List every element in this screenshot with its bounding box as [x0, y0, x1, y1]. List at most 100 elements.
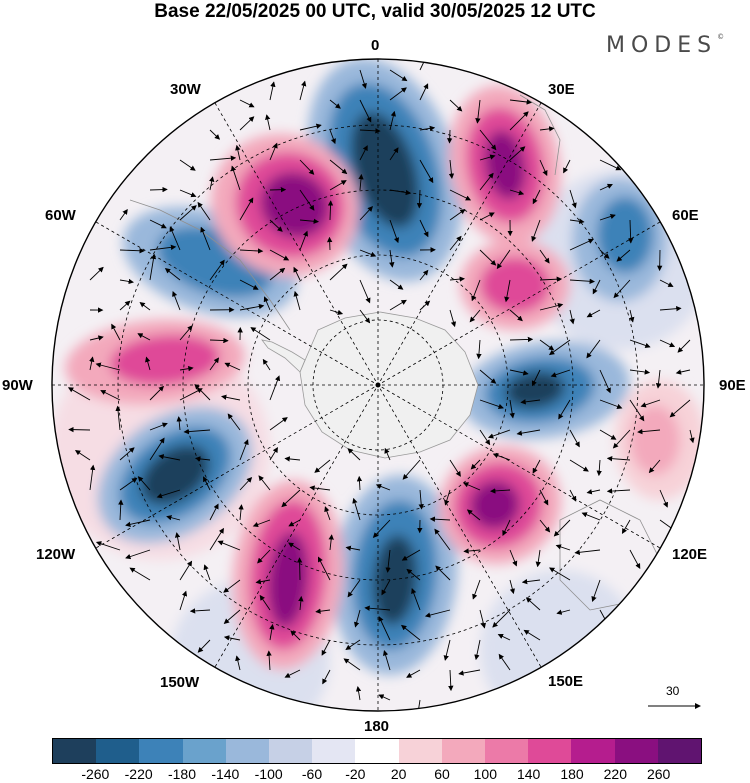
wind-vector: [68, 426, 91, 433]
wind-vector: [523, 629, 541, 641]
lon-label-90w: 90W: [2, 377, 33, 394]
wind-vector: [329, 129, 336, 145]
wind-vector: [531, 219, 541, 242]
wind-vector: [599, 249, 610, 259]
wind-vector: [172, 290, 181, 311]
wind-vector: [637, 428, 661, 435]
wind-vector: [119, 300, 131, 311]
wind-vector: [100, 390, 121, 401]
wind-vector: [89, 335, 104, 341]
wind-vector: [89, 266, 104, 281]
colorbar-tick-label: -60: [301, 766, 323, 782]
wind-vector: [490, 488, 511, 494]
wind-vector: [179, 159, 196, 171]
lon-label-90e: 90E: [719, 377, 746, 394]
colorbar-tick-label: -140: [211, 766, 240, 782]
wind-vector: [419, 125, 436, 132]
wind-vector: [179, 325, 193, 341]
wind-vector: [509, 189, 525, 196]
wind-vector: [539, 159, 548, 177]
colorbar-tick-label: 180: [560, 766, 584, 782]
wind-vector: [317, 556, 331, 581]
wind-vector: [569, 189, 577, 209]
wind-vector: [358, 173, 364, 191]
wind-vector: [209, 503, 219, 521]
wind-vector: [179, 189, 197, 198]
wind-vector: [252, 519, 271, 528]
wind-vector: [466, 509, 481, 521]
wind-vector: [269, 375, 281, 401]
wind-vector: [209, 155, 237, 161]
wind-vector: [203, 564, 211, 581]
wind-vector: [502, 519, 511, 537]
wind-vector: [378, 615, 391, 641]
antarctic-peninsula: [261, 339, 306, 373]
lon-label-0: 0: [371, 37, 380, 54]
wind-vector: [389, 147, 399, 161]
wind-vector: [239, 197, 254, 221]
wind-vector: [629, 399, 645, 422]
wind-vector: [89, 464, 96, 491]
wind-vector: [145, 356, 151, 371]
wind-vector: [621, 519, 631, 534]
wind-vector: [347, 448, 361, 461]
wind-vector: [239, 303, 265, 311]
wind-vector: [149, 385, 165, 401]
wind-vector: [353, 609, 361, 628]
wind-vector: [449, 99, 463, 112]
wind-vector: [434, 528, 451, 551]
wind-vector: [458, 669, 481, 676]
wind-vector: [197, 639, 211, 653]
wind-vector: [471, 279, 481, 302]
wind-vector: [230, 165, 241, 191]
wind-vector: [592, 279, 601, 295]
wind-vector: [525, 597, 541, 611]
wind-vector: [149, 437, 165, 461]
wind-vector: [257, 549, 271, 564]
wind-vector: [269, 447, 278, 461]
wind-vector: [265, 114, 271, 131]
anomaly-field: [52, 59, 704, 711]
colorbar-swatch: [96, 739, 140, 763]
wind-vector: [669, 399, 691, 418]
wind-vector: [356, 475, 363, 491]
wind-vector: [411, 588, 421, 611]
colorbar-ticks: -260 -220 -180 -140 -100 -60 -20 20 60 100 140 180 2…: [0, 766, 750, 783]
wind-vector: [479, 369, 497, 384]
wind-vector: [293, 290, 301, 311]
wind-vector: [235, 655, 241, 671]
wind-vector: [535, 549, 541, 568]
wind-vector: [169, 226, 181, 251]
wind-vector: [586, 339, 601, 359]
wind-vector: [419, 269, 429, 281]
colorbar-tick-label: -180: [167, 766, 197, 782]
wind-vector: [195, 456, 211, 462]
wind-vector: [569, 278, 595, 284]
wind-vector: [375, 483, 391, 491]
wind-vector: [629, 339, 651, 348]
wind-vector: [509, 146, 526, 161]
south-pole-marker: [375, 382, 381, 388]
wind-vector: [156, 489, 181, 499]
wind-vector: [315, 608, 331, 614]
wind-vector: [176, 416, 182, 431]
colorbar-swatch: [528, 739, 572, 763]
wind-vector: [599, 429, 617, 440]
wind-vector: [449, 309, 457, 328]
wind-vector: [149, 186, 168, 193]
wind-vector: [239, 99, 255, 108]
wind-vector: [539, 276, 563, 282]
lon-label-150e: 150E: [548, 673, 584, 690]
wind-vector: [558, 399, 571, 420]
wind-vector: [385, 549, 391, 573]
wind-vector: [119, 208, 128, 221]
wind-vector: [329, 309, 344, 315]
wind-vector: [539, 339, 555, 351]
wind-vector: [269, 623, 275, 641]
wind-vector: [474, 639, 481, 661]
wind-vector: [259, 594, 271, 611]
wind-vector: [539, 302, 564, 311]
wind-vector: [137, 333, 151, 341]
wind-vector: [239, 279, 259, 290]
wind-vector: [539, 519, 551, 533]
